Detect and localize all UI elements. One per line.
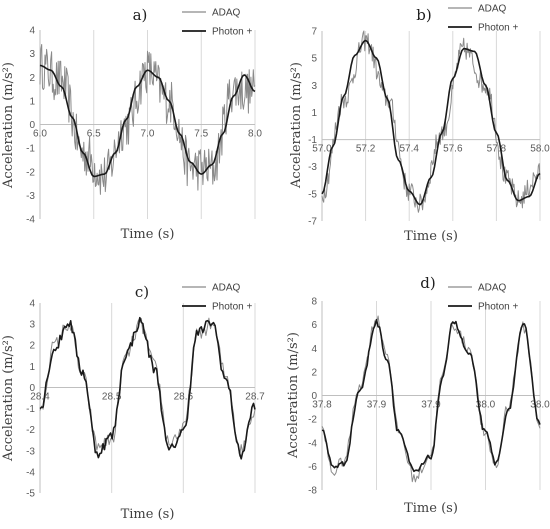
x-tick-label: 6.5	[87, 129, 101, 140]
chart-panel-d: -8 -6 -4 -2 0 2 4 6 8 37.8 37.9 37.9 38.0 38.0 d) ADAQ P…	[286, 274, 550, 516]
y-tick-label: 6	[311, 320, 317, 331]
x-tick-label: 8.0	[248, 129, 262, 140]
x-tick-label: 7.5	[194, 129, 208, 140]
y-tick-label: 0	[29, 120, 35, 131]
y-tick-label: 7	[311, 27, 317, 38]
series-line-adaq	[39, 44, 256, 195]
x-tick-label: 57.6	[443, 144, 463, 155]
legend: ADAQ Photon +	[182, 8, 252, 38]
y-tick-label: -2	[26, 425, 35, 436]
y-tick-label: 8	[311, 297, 317, 308]
legend-label: ADAQ	[212, 283, 241, 294]
y-tick-label: 4	[311, 344, 317, 355]
legend-label: ADAQ	[478, 283, 507, 294]
legend-label: Photon +	[478, 302, 518, 313]
legend-label: ADAQ	[212, 8, 241, 19]
y-tick-label: -5	[308, 189, 317, 200]
y-tick-label: -3	[308, 162, 317, 173]
x-tick-label: 57.0	[312, 144, 332, 155]
x-tick-label: 7.0	[141, 129, 155, 140]
chart-panel-a: -4 -3 -2 -1 0 1 2 3 4 6.0 6.5 7.0 7.5 8.0 a) ADAQ Photon…	[1, 6, 262, 242]
y-tick-label: -3	[26, 191, 35, 202]
x-tick-label: 6.0	[33, 129, 47, 140]
legend-label: Photon +	[212, 27, 252, 38]
y-tick-label: 1	[29, 96, 35, 107]
series-line-photon	[39, 64, 256, 178]
y-axis-label: Acceleration (m/s²)	[1, 62, 16, 189]
y-tick-label: 0	[311, 391, 317, 402]
legend: ADAQ Photon +	[448, 4, 518, 34]
x-tick-label: 37.9	[367, 400, 387, 411]
legend: ADAQ Photon +	[448, 283, 518, 313]
y-tick-label: 4	[29, 26, 35, 37]
x-tick-label: 37.8	[312, 400, 332, 411]
y-tick-label: -6	[308, 462, 317, 473]
panel-label: d)	[420, 274, 435, 292]
y-tick-label: 2	[29, 73, 35, 84]
x-tick-label: 58.0	[530, 144, 550, 155]
y-tick-label: -2	[308, 415, 317, 426]
panel-label: c)	[135, 283, 149, 301]
legend-label: Photon +	[478, 23, 518, 34]
x-axis-label: Time (s)	[404, 229, 458, 244]
legend: ADAQ Photon +	[182, 283, 252, 313]
series-line-photon	[321, 39, 541, 206]
y-tick-label: -5	[26, 489, 35, 500]
y-tick-label: -4	[308, 438, 317, 449]
x-tick-label: 37.9	[421, 400, 441, 411]
x-axis-label: Time (s)	[121, 507, 175, 522]
x-tick-label: 57.8	[487, 144, 507, 155]
x-tick-label: 28.7	[245, 391, 265, 402]
x-tick-label: 28.5	[102, 391, 122, 402]
y-axis-label: Acceleration (m/s²)	[286, 332, 301, 459]
y-tick-label: 3	[29, 320, 35, 331]
y-tick-label: 2	[29, 341, 35, 352]
chart-panel-b: -7 -5 -3 -1 1 3 5 7 57.0 57.2 57.4 57.6 57.8 58.0 b) AD…	[289, 4, 550, 245]
x-axis-label: Time (s)	[404, 501, 458, 516]
series-line-photon	[39, 316, 256, 460]
y-tick-label: -8	[308, 486, 317, 497]
y-tick-label: 5	[311, 54, 317, 65]
y-tick-label: -3	[26, 446, 35, 457]
y-tick-label: -1	[26, 404, 35, 415]
y-axis-label: Acceleration (m/s²)	[289, 62, 304, 189]
y-tick-label: 2	[311, 367, 317, 378]
series-line-photon	[321, 318, 541, 473]
y-tick-label: -1	[26, 144, 35, 155]
y-axis-label: Acceleration (m/s²)	[1, 335, 16, 462]
x-tick-label: 38.0	[476, 400, 496, 411]
x-tick-label: 28.6	[174, 391, 194, 402]
y-tick-label: 3	[311, 81, 317, 92]
series-line-adaq	[321, 315, 541, 483]
y-tick-label: -1	[308, 135, 317, 146]
x-tick-label: 28.4	[30, 391, 50, 402]
y-tick-label: 1	[29, 362, 35, 373]
y-tick-label: -2	[26, 167, 35, 178]
y-tick-label: -4	[26, 467, 35, 478]
chart-panel-c: -5 -4 -3 -2 -1 0 1 2 3 4 28.4 28.5 28.6 28.7 c) ADAQ Pho…	[1, 283, 265, 523]
y-tick-label: 4	[29, 299, 35, 310]
y-tick-label: -4	[26, 215, 35, 226]
legend-label: ADAQ	[478, 4, 507, 15]
panel-label: b)	[416, 6, 431, 24]
x-tick-label: 57.2	[356, 144, 376, 155]
y-tick-label: 0	[29, 383, 35, 394]
panel-label: a)	[133, 6, 148, 24]
legend-label: Photon +	[212, 302, 252, 313]
y-tick-label: 1	[311, 108, 317, 119]
series-line-adaq	[321, 30, 541, 213]
y-tick-label: 3	[29, 49, 35, 60]
y-tick-label: -7	[308, 217, 317, 228]
x-axis-label: Time (s)	[121, 227, 175, 242]
x-tick-label: 38.0	[530, 400, 550, 411]
x-tick-label: 57.4	[399, 144, 419, 155]
